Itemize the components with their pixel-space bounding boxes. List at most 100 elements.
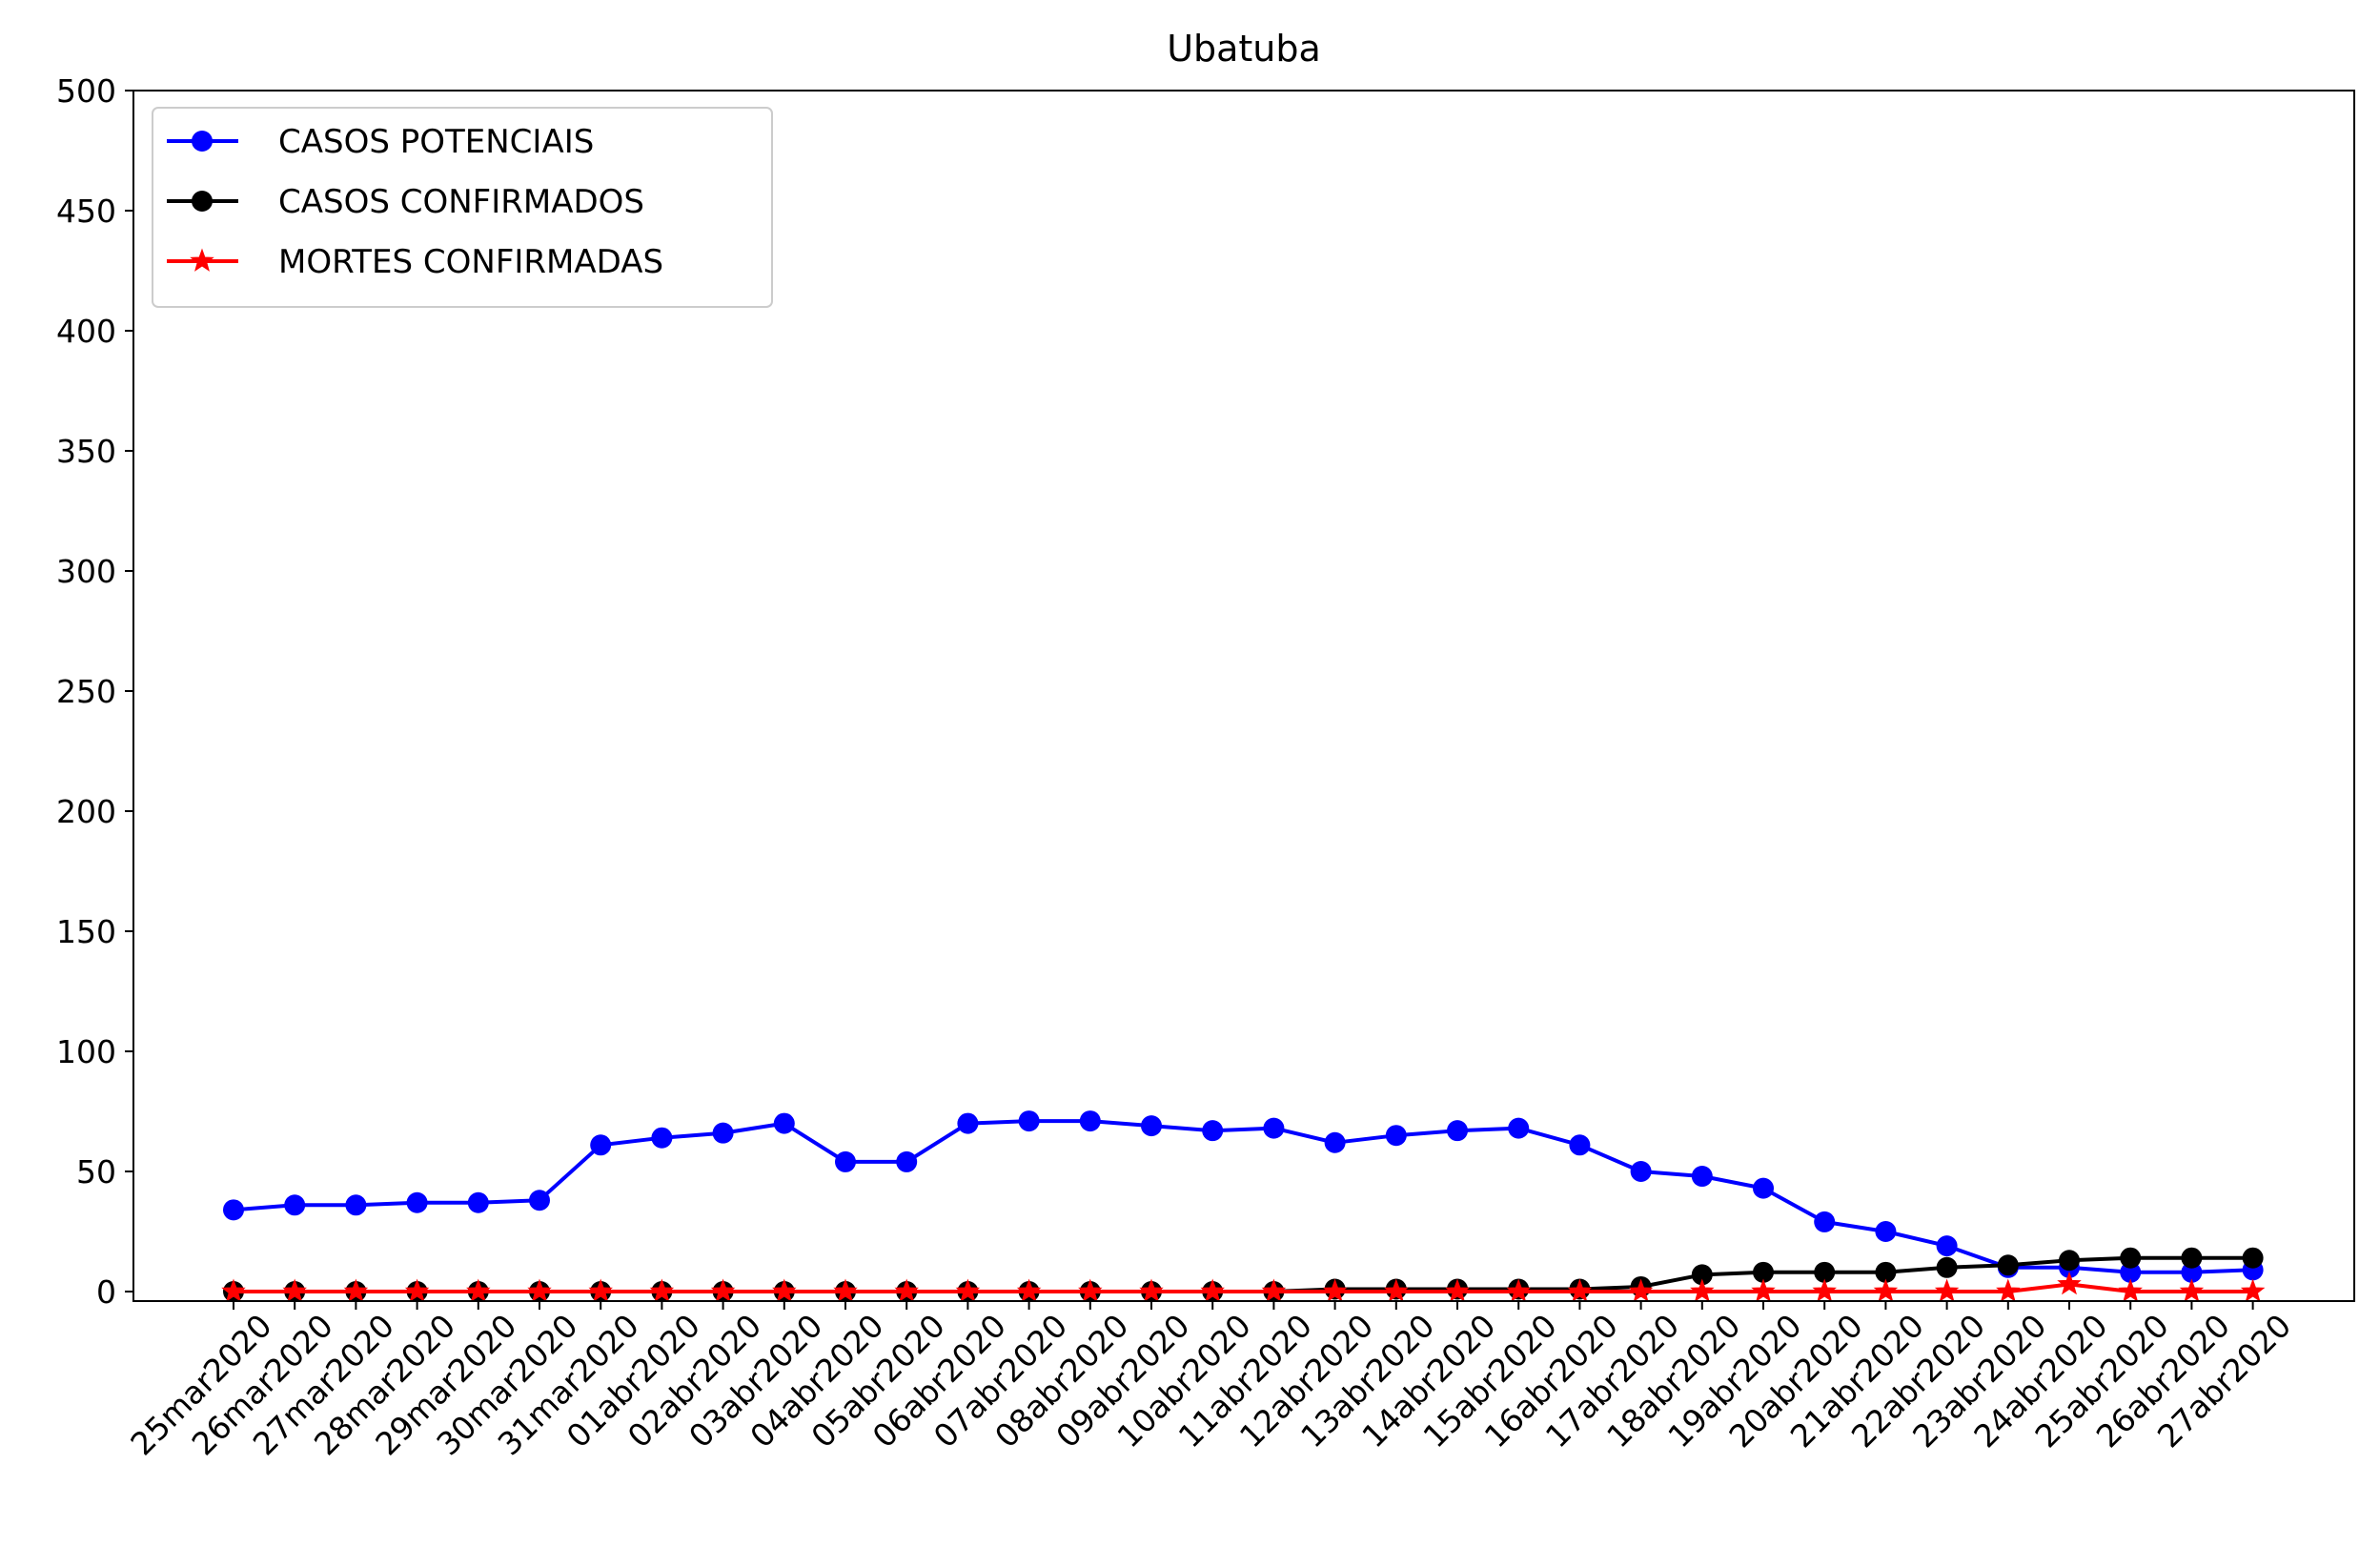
- data-point: [1569, 1134, 1591, 1156]
- data-point: [529, 1190, 550, 1211]
- data-point: [2181, 1247, 2203, 1269]
- y-axis: 0 50 100 150 200 250 300 350 400 450 500: [56, 72, 133, 1311]
- data-point: [1018, 1110, 1040, 1132]
- data-point: [1078, 1278, 1103, 1302]
- data-point: [2057, 1271, 2082, 1295]
- data-point: [466, 1278, 491, 1302]
- data-point: [1690, 1278, 1715, 1302]
- data-point: [1873, 1278, 1899, 1302]
- data-point: [1753, 1261, 1774, 1283]
- legend-marker: [192, 191, 213, 212]
- data-point: [833, 1278, 858, 1302]
- data-point: [2179, 1278, 2205, 1302]
- data-point: [2120, 1261, 2142, 1283]
- data-point: [1751, 1278, 1776, 1302]
- data-point: [406, 1191, 428, 1213]
- data-point: [345, 1194, 367, 1216]
- data-point: [1628, 1278, 1654, 1302]
- data-point: [1814, 1211, 1836, 1232]
- data-point: [1997, 1254, 2019, 1276]
- y-tick-label: 50: [76, 1153, 116, 1191]
- y-tick-label: 500: [56, 72, 116, 110]
- legend-label: MORTES CONFIRMADAS: [278, 243, 663, 281]
- data-point: [1812, 1278, 1837, 1302]
- legend-item: MORTES CONFIRMADAS: [167, 243, 663, 281]
- data-point: [773, 1112, 795, 1134]
- data-point: [955, 1278, 981, 1302]
- data-point: [343, 1278, 369, 1302]
- data-point: [2059, 1250, 2080, 1272]
- data-point: [1322, 1278, 1348, 1302]
- series-1: [223, 1110, 2264, 1283]
- plot-frame: [132, 90, 2355, 1302]
- data-point: [1567, 1278, 1593, 1302]
- y-tick-label: 0: [96, 1273, 116, 1311]
- legend-item: CASOS CONFIRMADOS: [167, 183, 644, 221]
- data-point: [1261, 1278, 1287, 1302]
- data-point: [1384, 1278, 1409, 1302]
- data-point: [1263, 1117, 1285, 1139]
- data-point: [2242, 1247, 2264, 1269]
- data-point: [896, 1150, 918, 1172]
- data-point: [590, 1134, 612, 1156]
- series-3: [221, 1271, 2266, 1302]
- data-point: [1016, 1278, 1042, 1302]
- data-point: [2240, 1278, 2266, 1302]
- y-tick-label: 400: [56, 313, 116, 350]
- data-point: [1508, 1117, 1530, 1139]
- data-point: [1447, 1120, 1468, 1142]
- y-tick-label: 250: [56, 673, 116, 710]
- series-line: [234, 1282, 2253, 1293]
- data-point: [1445, 1278, 1470, 1302]
- data-point: [835, 1150, 856, 1172]
- data-point: [282, 1278, 307, 1302]
- data-point: [894, 1278, 919, 1302]
- data-point: [1141, 1115, 1162, 1137]
- data-point: [223, 1199, 244, 1221]
- x-axis: 25mar202026mar202027mar202028mar202029ma…: [123, 1301, 2298, 1462]
- data-point: [1139, 1278, 1164, 1302]
- data-point: [404, 1278, 430, 1302]
- data-point: [1506, 1278, 1531, 1302]
- data-point: [1936, 1235, 1958, 1257]
- data-point: [588, 1278, 613, 1302]
- data-point: [1691, 1166, 1713, 1188]
- data-point: [710, 1278, 736, 1302]
- data-point: [1200, 1278, 1225, 1302]
- series-2: [223, 1247, 2264, 1302]
- data-point: [284, 1194, 306, 1216]
- data-point: [649, 1278, 675, 1302]
- data-point: [957, 1112, 979, 1134]
- data-point: [712, 1122, 734, 1144]
- data-point: [527, 1278, 552, 1302]
- series-layer: [221, 1110, 2266, 1302]
- data-point: [1934, 1278, 1960, 1302]
- legend-item: CASOS POTENCIAIS: [167, 123, 594, 161]
- y-tick-label: 350: [56, 433, 116, 470]
- data-point: [1324, 1131, 1346, 1153]
- legend: CASOS POTENCIAIS CASOS CONFIRMADOS MORTES …: [152, 107, 773, 308]
- data-point: [2120, 1247, 2142, 1269]
- legend-marker: [192, 131, 213, 152]
- data-point: [1691, 1264, 1713, 1286]
- data-point: [2118, 1278, 2143, 1302]
- legend-marker: [190, 248, 214, 272]
- legend-label: CASOS CONFIRMADOS: [278, 183, 644, 221]
- data-point: [1875, 1221, 1897, 1242]
- legend-box: [152, 107, 773, 308]
- data-point: [772, 1278, 797, 1302]
- data-point: [1875, 1261, 1897, 1283]
- y-tick-label: 150: [56, 913, 116, 950]
- legend-label: CASOS POTENCIAIS: [278, 123, 594, 161]
- data-point: [2181, 1261, 2203, 1283]
- data-point: [1079, 1110, 1101, 1132]
- data-point: [651, 1127, 673, 1149]
- series-line: [233, 1119, 2253, 1274]
- y-tick-label: 300: [56, 553, 116, 590]
- y-tick-label: 450: [56, 193, 116, 230]
- data-point: [221, 1278, 246, 1302]
- chart-title: Ubatuba: [1167, 28, 1321, 70]
- data-point: [1202, 1120, 1224, 1142]
- data-point: [1630, 1161, 1652, 1182]
